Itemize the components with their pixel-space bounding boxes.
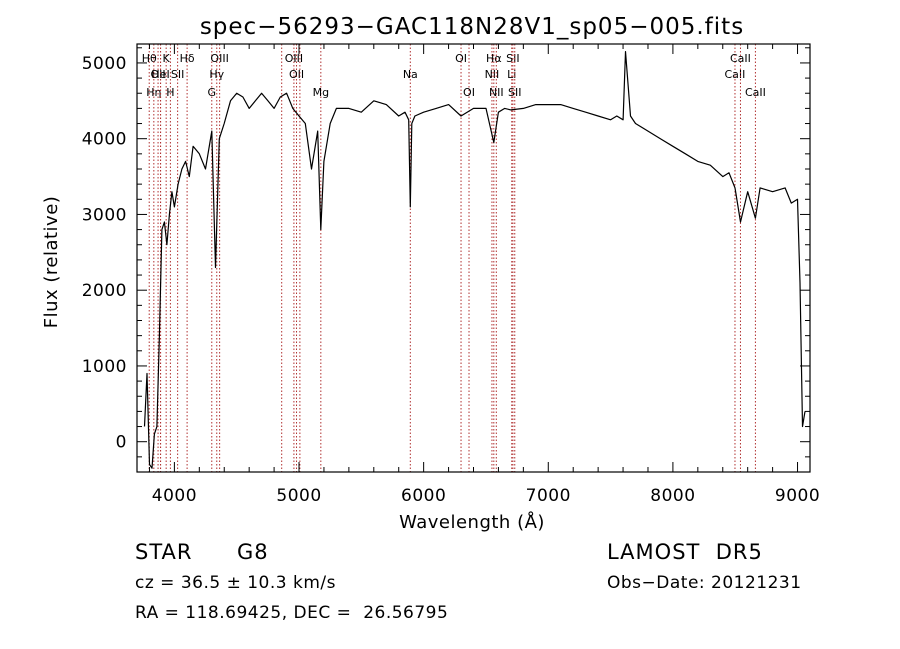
- spectral-line-label: Hα: [486, 52, 502, 65]
- x-tick-label: 5000: [276, 486, 321, 506]
- x-tick-label: 8000: [650, 486, 695, 506]
- spectral-line-label: OIII: [210, 52, 228, 65]
- spectral-line-label: Hδ: [180, 52, 195, 65]
- redshift-text: cz = 36.5 ± 10.3 km/s: [135, 573, 336, 593]
- x-tick-label: 6000: [401, 486, 446, 506]
- spectral-line-label: HeI: [151, 68, 169, 81]
- survey-name: LAMOST DR5: [607, 540, 763, 564]
- spectral-line-label: OII: [150, 68, 165, 81]
- spectral-line-label: Hθ: [142, 52, 157, 65]
- spectral-line-label: G: [208, 86, 217, 99]
- y-tick-label: 3000: [82, 205, 127, 225]
- spectrum-line: [143, 50, 806, 469]
- spectral-line-label: H: [166, 86, 174, 99]
- spectral-line-label: CaII: [725, 68, 746, 81]
- spectral-line-markers: Hθ Hη OII K HeI H SII Hδ G Hγ OIII OIII OII Mg Na OI OI N…: [142, 44, 766, 472]
- spectral-line-label: OI: [463, 86, 475, 99]
- y-tick-label: 5000: [82, 54, 127, 74]
- spectral-line-label: OIII: [285, 52, 303, 65]
- spectral-line-label: Hγ: [209, 68, 224, 81]
- spectral-line-label: Mg: [313, 86, 329, 99]
- x-tick-label: 9000: [775, 486, 820, 506]
- spectral-line-label: OI: [455, 52, 467, 65]
- obs-date-text: Obs−Date: 20121231: [607, 573, 802, 593]
- spectral-line-label: K: [163, 52, 171, 65]
- spectral-line-label: CaII: [745, 86, 766, 99]
- y-tick-label: 1000: [82, 357, 127, 377]
- x-axis: 4000 5000 6000 7000 8000 9000: [148, 44, 820, 506]
- y-tick-label: 0: [116, 433, 127, 453]
- y-axis: 0 1000 2000 3000 4000 5000: [82, 47, 810, 458]
- chart-title: spec−56293−GAC118N28V1_sp05−005.fits: [200, 14, 744, 40]
- spectral-line-label: NII: [485, 68, 500, 81]
- spectral-line-label: Hη: [146, 86, 161, 99]
- x-axis-label: Wavelength (Å): [399, 511, 545, 533]
- spectral-line-label: Li: [507, 68, 516, 81]
- x-tick-label: 7000: [526, 486, 571, 506]
- object-class: STAR: [135, 540, 193, 564]
- spectral-line-label: CaII: [730, 52, 751, 65]
- object-subclass: G8: [237, 540, 269, 564]
- spectral-line-label: NII: [489, 86, 504, 99]
- y-tick-label: 4000: [82, 130, 127, 150]
- spectral-line-label: Na: [403, 68, 418, 81]
- x-tick-label: 4000: [152, 486, 197, 506]
- spectral-line-label: OII: [289, 68, 304, 81]
- spectral-line-label: SII: [171, 68, 184, 81]
- coordinates-text: RA = 118.69425, DEC = 26.56795: [135, 603, 449, 623]
- spectral-line-label: SII: [508, 86, 521, 99]
- spectral-line-label: SII: [506, 52, 519, 65]
- y-tick-label: 2000: [82, 281, 127, 301]
- y-axis-label: Flux (relative): [41, 196, 62, 329]
